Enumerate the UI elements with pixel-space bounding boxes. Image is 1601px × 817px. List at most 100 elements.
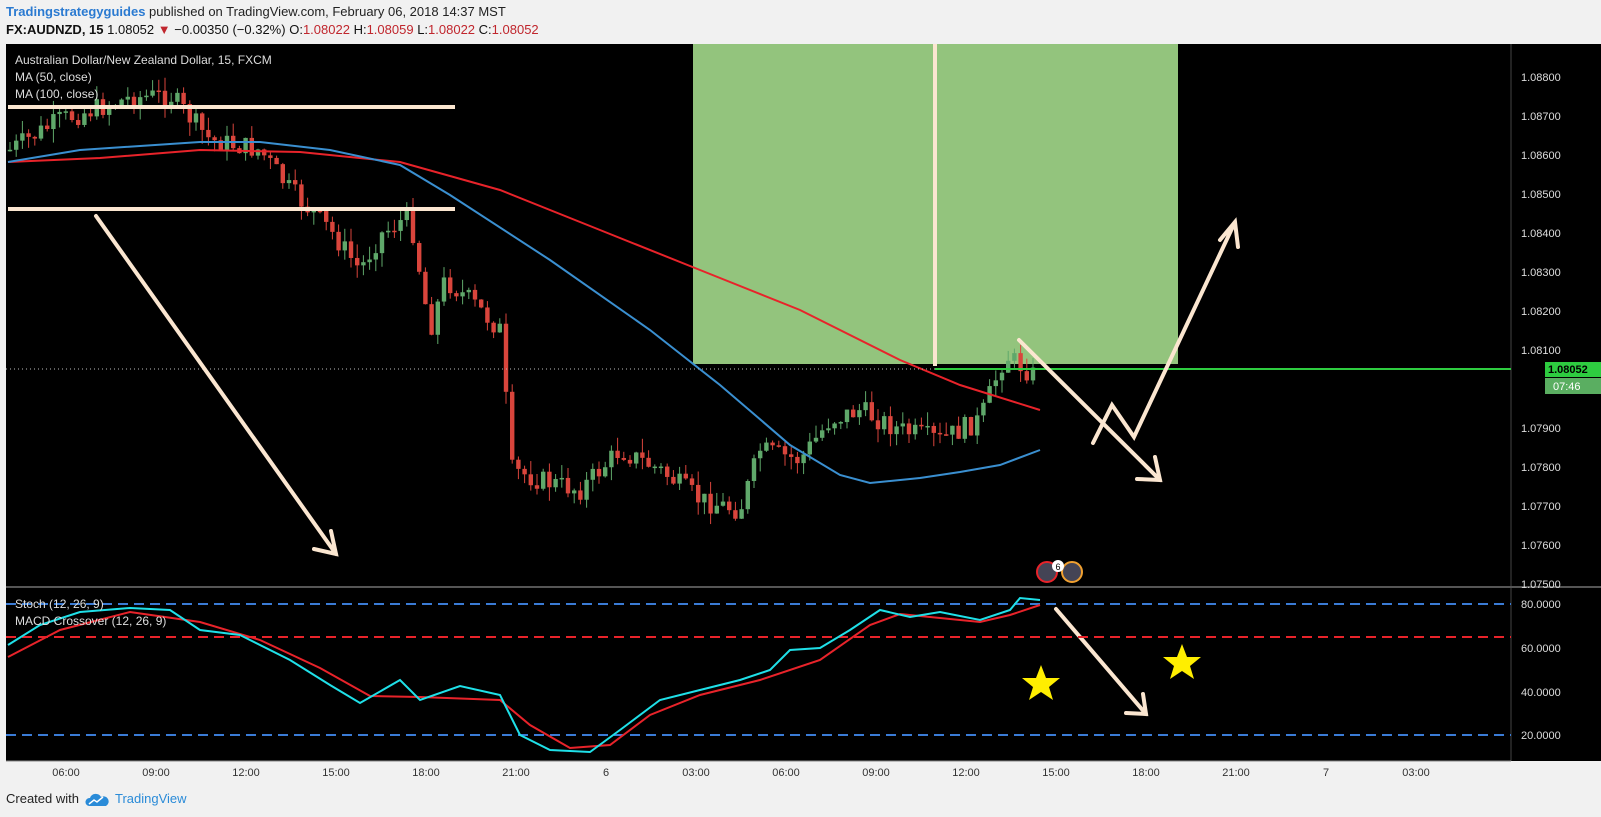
candle-body [1006, 360, 1011, 373]
candle-body [1030, 367, 1036, 381]
candle-body [392, 230, 397, 233]
candle-body [88, 113, 93, 117]
candle-body [863, 402, 868, 411]
candle-body [751, 458, 757, 481]
candle-body [193, 113, 199, 123]
pane-title: Australian Dollar/New Zealand Dollar, 15… [15, 53, 272, 67]
candle-body [584, 479, 589, 500]
candle-body [603, 467, 608, 477]
tradingview-brand-link[interactable]: TradingView [114, 791, 187, 806]
candle-body [76, 120, 81, 125]
time-axis-label: 06:00 [772, 767, 800, 779]
candle-body [931, 425, 936, 433]
candle-body [882, 416, 887, 430]
candle-body [336, 231, 341, 251]
price-axis-label: 1.08800 [1521, 72, 1561, 84]
candle-body [45, 125, 50, 130]
candle-body [615, 450, 620, 458]
price-axis-label: 1.07500 [1521, 579, 1561, 591]
indicator-axis-labels: 80.0000 60.0000 40.0000 20.0000 [1521, 599, 1561, 742]
candle-body [528, 474, 533, 486]
time-axis-label: 03:00 [682, 767, 710, 779]
created-with-text: Created with [6, 791, 79, 806]
candle-body [758, 450, 763, 459]
time-axis-label: 7 [1323, 767, 1329, 779]
time-axis-label: 12:00 [952, 767, 980, 779]
time-axis-label: 03:00 [1402, 767, 1430, 779]
candle-body [596, 468, 602, 477]
open-label: O: [289, 22, 303, 37]
candle-body [243, 137, 248, 154]
candle-body [348, 241, 354, 258]
candle-body [317, 210, 323, 213]
candle-body [330, 221, 335, 232]
nz-flag-icon[interactable] [1036, 561, 1058, 583]
current-price-tag-text: 1.08052 [1548, 364, 1588, 376]
time-axis[interactable] [6, 761, 1511, 783]
candle-body [925, 425, 930, 428]
time-axis-label: 18:00 [1132, 767, 1160, 779]
down-arrow-icon: ▼ [157, 22, 171, 37]
indicator-axis[interactable] [1511, 588, 1601, 761]
price-change: −0.00350 (−0.32%) [174, 22, 286, 37]
au-flag-icon[interactable] [1061, 561, 1083, 583]
ma100-line [7, 148, 1041, 411]
candle-body [621, 457, 626, 460]
candle-body [491, 322, 496, 333]
candle-body [993, 380, 998, 387]
price-axis-labels: 1.08800 1.08700 1.08600 1.08500 1.08400 1.083… [1521, 72, 1561, 591]
candle-body [565, 477, 571, 494]
candle-body [745, 480, 750, 510]
candle-body [63, 111, 68, 113]
candle-body [764, 442, 769, 451]
candle-body [913, 424, 918, 435]
time-axis-label: 06:00 [52, 767, 80, 779]
candle-body [138, 97, 143, 108]
candle-body [547, 471, 552, 488]
low-value: 1.08022 [428, 22, 476, 37]
price-axis[interactable] [1511, 44, 1601, 586]
time-axis-label: 09:00 [142, 767, 170, 779]
arrow-down-left-icon[interactable] [94, 214, 339, 557]
candle-body [200, 113, 205, 130]
candle-body [634, 452, 639, 464]
candle-body [181, 92, 186, 105]
publisher-link[interactable]: Tradingstrategyguides [6, 4, 146, 19]
candle-body [702, 493, 707, 503]
candle-body [57, 111, 62, 115]
candle-body [1012, 353, 1017, 361]
candle-body [454, 293, 459, 297]
candle-body [175, 92, 180, 102]
indicator-axis-label: 40.0000 [1521, 687, 1561, 699]
price-axis-label: 1.08600 [1521, 150, 1561, 162]
candle-body [981, 402, 986, 416]
candle-body [14, 140, 19, 150]
candle-body [516, 459, 521, 469]
candle-body [689, 478, 695, 485]
symbol-label: FX:AUDNZD, 15 [6, 22, 104, 37]
candle-body [894, 426, 899, 435]
candle-body [169, 101, 174, 106]
arrow-up-right-icon[interactable] [1091, 217, 1240, 445]
candle-body [386, 230, 391, 233]
candlesticks [7, 77, 1036, 525]
low-label: L: [417, 22, 429, 37]
time-axis-label: 12:00 [232, 767, 260, 779]
candle-body [937, 432, 943, 435]
candle-body [497, 323, 502, 333]
price-axis-label: 1.08400 [1521, 228, 1561, 240]
candle-body [7, 149, 13, 152]
time-axis-label: 21:00 [502, 767, 530, 779]
candle-body [795, 456, 800, 464]
candle-body [255, 149, 261, 156]
price-axis-label: 1.08300 [1521, 267, 1561, 279]
economic-event-markers[interactable]: 6 [1036, 560, 1083, 583]
arrow-down-mid-icon[interactable] [1017, 338, 1163, 483]
tradingview-logo-icon[interactable] [85, 793, 109, 807]
candle-body [32, 136, 37, 139]
arrow-down-indicator-icon[interactable] [1054, 607, 1149, 717]
high-value: 1.08059 [366, 22, 414, 37]
candle-body [559, 477, 564, 480]
candle-body [739, 509, 744, 519]
